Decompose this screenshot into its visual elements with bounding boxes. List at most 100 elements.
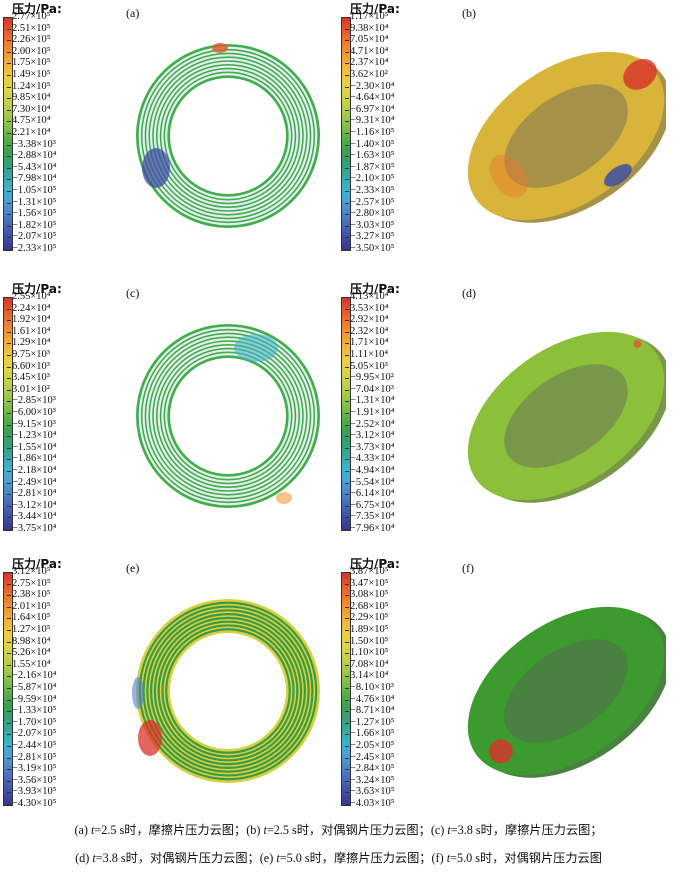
colorbar-tick-label: −2.18×10⁴ [6, 465, 57, 476]
colorbar-tick-label: −2.44×10⁵ [6, 740, 57, 751]
groove-line [138, 326, 318, 506]
colorbar-tick-label: 3.01×10² [7, 383, 50, 395]
contour-panel-d: 压力/Pa: 4.13×10⁴ 3.53×10⁴ 2.92×10⁴ 2.32×10⁴ 1.… [338, 280, 674, 548]
pressure-spot [633, 339, 642, 348]
caption-item-text: =3.8 s时，摩擦片压力云图； [450, 823, 603, 837]
colorbar-tick-label: −3.73×10⁴ [344, 441, 395, 453]
panel-label: (d) [462, 286, 476, 300]
colorbar-tick-label: 2.77×10⁵ [6, 11, 51, 22]
colorbar-tick-label: 4.13×10⁴ [344, 291, 389, 302]
colorbar-tick-label: 3.62×10² [345, 69, 388, 80]
colorbar-tick-label: −2.07×10⁵ [6, 231, 57, 243]
pressure-spot [276, 492, 292, 504]
groove-line [165, 73, 291, 199]
friction-disc-contour [136, 43, 320, 228]
colorbar-tick-label: 9.85×10⁴ [6, 92, 51, 104]
disc-ring [467, 606, 665, 776]
colorbar-tick-label: −9.31×10⁴ [344, 115, 395, 127]
colorbar-tick-label: 1.71×10⁴ [344, 337, 389, 349]
colorbar-tick-label: 3.08×10⁵ [344, 589, 389, 601]
contour-panel-e: 压力/Pa: 3.12×10⁵ 2.75×10⁵ 2.38×10⁵ 2.01×10⁵ 1.… [0, 555, 336, 823]
caption-item-text: =2.5 s时，对偶钢片压力云图； [266, 823, 431, 837]
legend-title: 压力/Pa: [12, 282, 62, 296]
groove-line [146, 54, 310, 218]
groove-line [157, 345, 299, 487]
groove-line [146, 609, 310, 773]
colorbar-tick-label: −5.54×10⁴ [344, 476, 395, 488]
groove-line [150, 613, 306, 769]
colorbar-tick-label: −1.23×10⁴ [6, 430, 57, 442]
caption-item-prefix: (a) [74, 823, 92, 837]
groove-line [150, 58, 306, 214]
colorbar-tick-label: −9.15×10³ [7, 418, 56, 430]
disc-ring [467, 331, 665, 501]
legend-title: 压力/Pa: [12, 2, 62, 16]
colorbar-tick-label: −3.12×10⁴ [6, 499, 57, 511]
pressure-spot [604, 164, 632, 187]
colorbar-tick-label: 1.49×10⁵ [6, 69, 51, 80]
colorbar-tick-label: −4.03×10⁵ [344, 798, 395, 809]
colorbar-tick-label: −2.30×10⁴ [344, 80, 395, 92]
colorbar-tick-label: −1.56×10⁵ [6, 208, 57, 220]
colorbar-tick-label: −8.10×10³ [345, 682, 394, 693]
colorbar-tick-label: −6.14×10⁴ [344, 488, 395, 500]
colorbar-tick-label: 2.24×10⁴ [6, 302, 51, 314]
colorbar-tick-label: 2.75×10⁵ [6, 577, 51, 589]
colorbar-tick-label: −3.56×10⁵ [6, 774, 57, 786]
groove-line [165, 628, 291, 754]
colorbar-tick-label: −1.63×10⁵ [344, 150, 395, 162]
colorbar-tick-label: −2.84×10⁵ [344, 763, 395, 775]
colorbar-tick-label: −3.03×10⁵ [344, 219, 395, 231]
colorbar-tick-label: −1.27×10⁵ [344, 716, 395, 728]
colorbar-tick-label: −2.52×10⁴ [344, 418, 395, 430]
caption-item-variable: t [263, 823, 267, 837]
caption-item-prefix: (f) [431, 851, 447, 865]
colorbar-tick-label: −3.19×10⁵ [6, 763, 57, 775]
colorbar-tick-label: 1.50×10⁵ [344, 635, 389, 647]
colorbar-tick-label: −6.00×10³ [7, 407, 56, 418]
caption-item-variable: t [446, 851, 451, 865]
colorbar-tick-label: 1.64×10⁵ [6, 612, 51, 624]
colorbar-tick-label: −3.44×10⁴ [6, 511, 57, 523]
colorbar-tick-label: 2.38×10⁵ [6, 589, 51, 601]
pressure-spot [142, 148, 170, 188]
colorbar-tick-label: 4.71×10⁴ [344, 45, 389, 57]
colorbar-tick-label: −4.33×10⁴ [344, 453, 395, 465]
contour-panel-c: 压力/Pa: 2.55×10⁴ 2.24×10⁴ 1.92×10⁴ 1.61×10⁴ 1.… [0, 280, 336, 548]
colorbar-tick-label: −1.87×10⁵ [344, 161, 395, 173]
legend-title: 压力/Pa: [350, 557, 400, 571]
colorbar-tick-label: −7.04×10³ [345, 383, 394, 395]
caption-item-text: =2.5 s时，摩擦片压力云图； [94, 823, 247, 837]
caption-item-prefix: (d) [75, 851, 93, 865]
pressure-spot [234, 334, 278, 362]
colorbar-tick-label: −1.16×10⁵ [344, 127, 395, 138]
groove-line [165, 353, 291, 479]
disc-ring [136, 324, 320, 508]
colorbar-tick-label: 3.47×10⁵ [344, 577, 389, 589]
colorbar-tick-label: 1.24×10⁵ [6, 80, 51, 92]
caption-item-text: =5.0 s时，对偶钢片压力云图 [450, 851, 602, 865]
colorbar-tick-label: −1.91×10⁴ [344, 407, 395, 418]
colorbar-tick-label: 2.37×10⁴ [344, 57, 389, 69]
colorbar-tick-label: −6.97×10⁴ [344, 103, 395, 115]
colorbar-tick-label: 1.10×10⁵ [344, 647, 389, 659]
colorbar-tick-label: 2.00×10⁵ [6, 45, 51, 57]
caption-item-prefix: (b) [246, 823, 264, 837]
panel-label: (b) [462, 6, 476, 20]
colorbar-tick-label: 1.29×10⁴ [6, 337, 51, 349]
disc-ring [136, 44, 320, 228]
colorbar-tick-label: −7.35×10⁴ [344, 511, 395, 523]
groove-line [157, 620, 299, 762]
caption-item-prefix: (c) [430, 823, 448, 837]
colorbar-tick-label: −2.33×10⁵ [344, 185, 395, 196]
colorbar-tick-label: 9.38×10⁴ [344, 22, 389, 34]
groove-line [153, 341, 303, 491]
colorbar-tick-label: −2.57×10⁵ [344, 196, 395, 208]
colorbar-tick-label: −1.82×10⁵ [6, 219, 57, 231]
colorbar-tick-label: −2.80×10⁵ [344, 208, 395, 220]
colorbar-tick-label: 1.17×10⁵ [344, 11, 389, 22]
colorbar-tick-label: 2.29×10⁵ [344, 612, 389, 624]
colorbar-tick-label: −3.38×10³ [7, 138, 56, 150]
colorbar-tick-label: 1.75×10⁵ [6, 57, 51, 69]
groove-line [142, 50, 314, 222]
